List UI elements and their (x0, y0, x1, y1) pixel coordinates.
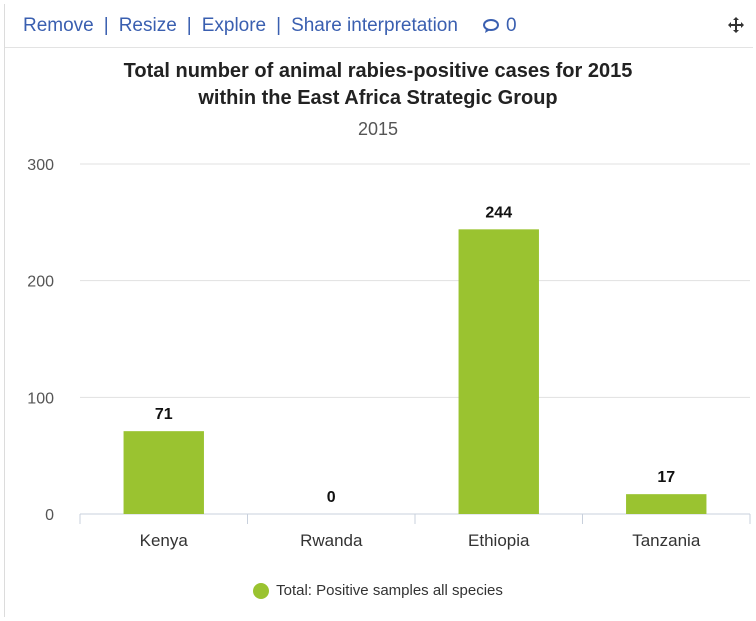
data-label: 17 (657, 469, 675, 486)
chart-title-line1: Total number of animal rabies-positive c… (123, 60, 633, 82)
comments-button[interactable]: 0 (482, 15, 517, 37)
remove-link[interactable]: Remove (23, 14, 94, 36)
explore-link[interactable]: Explore (201, 14, 267, 36)
data-label: 244 (485, 204, 512, 221)
data-label: 0 (327, 489, 336, 506)
bar (458, 229, 539, 515)
separator: | (103, 14, 109, 36)
comment-icon (482, 18, 499, 33)
x-tick-label: Rwanda (300, 531, 363, 550)
x-tick-label: Tanzania (632, 531, 701, 550)
legend-swatch (253, 582, 270, 599)
legend[interactable]: Total: Positive samples all species (0, 582, 756, 599)
chart-panel: Remove | Resize | Explore | Share interp… (4, 4, 753, 617)
bar (626, 494, 707, 514)
chart-subtitle: 2015 (357, 119, 399, 139)
move-icon[interactable] (727, 16, 745, 34)
separator: | (276, 14, 282, 36)
x-tick-label: Ethiopia (468, 531, 530, 550)
legend-label: Total: Positive samples all species (276, 582, 503, 599)
resize-link[interactable]: Resize (118, 14, 177, 36)
y-tick-label: 100 (27, 390, 54, 407)
separator: | (186, 14, 192, 36)
x-tick-label: Kenya (140, 531, 189, 550)
y-tick-label: 300 (27, 157, 54, 174)
share-interpretation-link[interactable]: Share interpretation (291, 14, 458, 36)
bar (123, 431, 204, 514)
comment-count: 0 (505, 14, 517, 36)
y-tick-label: 200 (27, 274, 54, 291)
chart-title-line2: within the East Africa Strategic Group (198, 87, 558, 109)
data-label: 71 (155, 406, 173, 423)
y-tick-label: 0 (45, 507, 54, 524)
toolbar: Remove | Resize | Explore | Share interp… (5, 4, 753, 48)
